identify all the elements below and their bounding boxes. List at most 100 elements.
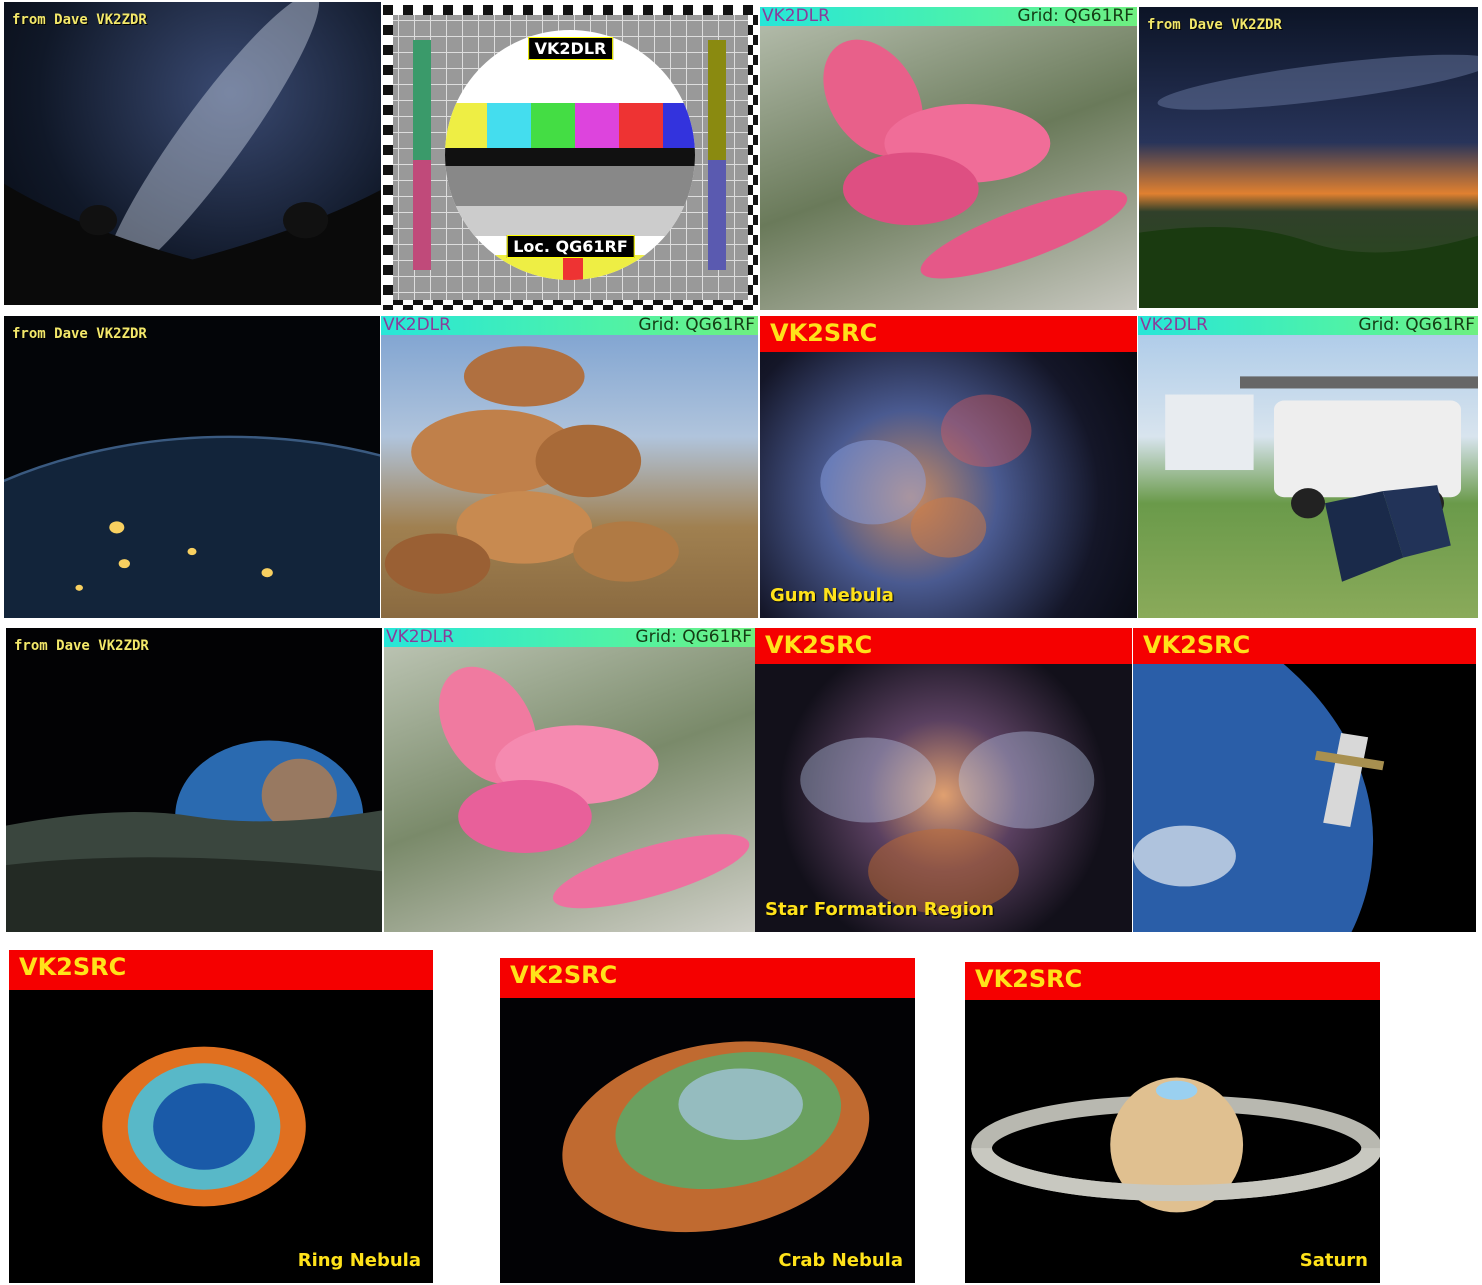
crab-nebula: VK2SRC Crab Nebula bbox=[500, 958, 915, 1283]
page: SSTV image gallery {"tiles": [ {"label":… bbox=[0, 0, 1482, 1285]
image-shape bbox=[843, 152, 979, 225]
image-shape bbox=[573, 521, 679, 581]
callsign: VK2DLR bbox=[386, 628, 454, 647]
field-station-art bbox=[1138, 316, 1478, 618]
grid: Grid: QG61RF bbox=[638, 316, 755, 335]
sender-label: from Dave VK2ZDR bbox=[12, 326, 147, 342]
header-bar: VK2DLR Grid: QG61RF bbox=[384, 628, 755, 647]
image-shape bbox=[487, 103, 531, 148]
image-shape bbox=[708, 40, 726, 160]
image-shape bbox=[911, 497, 986, 557]
header-bar: VK2SRC bbox=[1133, 628, 1476, 664]
image-shape bbox=[1274, 401, 1461, 498]
image-shape bbox=[283, 202, 328, 238]
flower: VK2DLR Grid: QG61RF bbox=[384, 628, 755, 932]
image-shape bbox=[79, 205, 117, 235]
image-shape bbox=[1133, 826, 1236, 887]
callsign: VK2SRC bbox=[510, 961, 617, 989]
image-shape bbox=[678, 1069, 803, 1141]
image-shape bbox=[385, 533, 491, 593]
caption: Gum Nebula bbox=[770, 585, 894, 606]
header-bar: VK2SRC bbox=[500, 958, 915, 998]
header-bar: VK2SRC bbox=[760, 316, 1137, 352]
image-shape bbox=[6, 857, 382, 932]
caption: Star Formation Region bbox=[765, 899, 994, 920]
caption: Crab Nebula bbox=[778, 1250, 903, 1271]
image-shape bbox=[413, 40, 431, 160]
callsign: VK2DLR bbox=[1140, 316, 1208, 335]
image-shape bbox=[262, 568, 273, 577]
callsign: VK2SRC bbox=[765, 631, 872, 659]
field-station: VK2DLR Grid: QG61RF bbox=[1138, 316, 1478, 618]
ring-nebula-art bbox=[9, 950, 433, 1283]
image-shape bbox=[800, 737, 936, 822]
flower: VK2DLR Grid: QG61RF bbox=[760, 7, 1137, 310]
image-shape bbox=[536, 425, 642, 497]
image-shape bbox=[75, 585, 83, 591]
image-shape bbox=[1139, 227, 1478, 308]
image-shape bbox=[458, 780, 592, 853]
rocks-art bbox=[381, 316, 758, 618]
landscape-art bbox=[1139, 7, 1478, 308]
image-shape bbox=[820, 440, 926, 525]
grid: Grid: QG61RF bbox=[1358, 316, 1475, 335]
image-shape bbox=[109, 521, 124, 533]
milky-way: from Dave VK2ZDR bbox=[4, 2, 381, 305]
callsign: VK2SRC bbox=[19, 953, 126, 981]
callsign: VK2SRC bbox=[975, 965, 1082, 993]
image-shape bbox=[1156, 1081, 1198, 1100]
image-shape bbox=[433, 148, 723, 166]
callsign: VK2SRC bbox=[1143, 631, 1250, 659]
sender-label: from Dave VK2ZDR bbox=[12, 12, 147, 28]
earthrise-art bbox=[6, 628, 382, 932]
callsign: VK2DLR bbox=[762, 7, 830, 26]
image-shape bbox=[153, 1083, 255, 1170]
image-shape bbox=[464, 346, 585, 406]
hubble-orbit: VK2SRC bbox=[1133, 628, 1476, 932]
header-bar: VK2DLR Grid: QG61RF bbox=[1138, 316, 1478, 335]
test-card-locator: Loc. QG61RF bbox=[506, 235, 635, 258]
earth-night-art bbox=[4, 316, 380, 618]
gallery: from Dave VK2ZDR VK2DLR Loc. QG61RF VK2D… bbox=[0, 0, 1482, 1285]
grid: Grid: QG61RF bbox=[1017, 7, 1134, 26]
image-shape bbox=[959, 731, 1095, 828]
caption: Saturn bbox=[1300, 1250, 1368, 1271]
header-bar: VK2SRC bbox=[9, 950, 433, 990]
earthrise: from Dave VK2ZDR bbox=[6, 628, 382, 932]
header-bar: VK2DLR Grid: QG61RF bbox=[760, 7, 1137, 26]
sender-label: from Dave VK2ZDR bbox=[1147, 17, 1282, 33]
saturn-art bbox=[965, 962, 1380, 1283]
flower-art bbox=[760, 7, 1137, 310]
milky-way-art bbox=[4, 2, 381, 305]
image-shape bbox=[531, 103, 575, 148]
image-shape bbox=[187, 548, 196, 555]
callsign: VK2DLR bbox=[383, 316, 451, 335]
image-shape bbox=[941, 395, 1031, 467]
image-shape bbox=[4, 437, 380, 618]
image-shape bbox=[413, 160, 431, 270]
image-shape bbox=[619, 103, 663, 148]
image-shape bbox=[575, 103, 619, 148]
image-shape bbox=[1291, 488, 1325, 518]
gum-nebula: VK2SRC Gum Nebula bbox=[760, 316, 1137, 618]
test-card-callsign: VK2DLR bbox=[528, 37, 614, 60]
rocks: VK2DLR Grid: QG61RF bbox=[381, 316, 758, 618]
image-shape bbox=[1165, 395, 1253, 471]
callsign: VK2SRC bbox=[770, 319, 877, 347]
image-shape bbox=[1155, 43, 1478, 121]
image-shape bbox=[1240, 376, 1478, 388]
test-card: VK2DLR Loc. QG61RF bbox=[383, 5, 758, 310]
image-shape bbox=[119, 559, 130, 568]
header-bar: VK2SRC bbox=[965, 962, 1380, 1000]
saturn: VK2SRC Saturn bbox=[965, 962, 1380, 1283]
image-shape bbox=[708, 160, 726, 270]
hubble-art bbox=[1133, 628, 1476, 932]
caption: Ring Nebula bbox=[298, 1250, 421, 1271]
earth-night: from Dave VK2ZDR bbox=[4, 316, 380, 618]
landscape: from Dave VK2ZDR bbox=[1139, 7, 1478, 308]
star-formation: VK2SRC Star Formation Region bbox=[755, 628, 1132, 932]
grid: Grid: QG61RF bbox=[635, 628, 752, 647]
crab-nebula-art bbox=[500, 958, 915, 1283]
ring-nebula: VK2SRC Ring Nebula bbox=[9, 950, 433, 1283]
header-bar: VK2SRC bbox=[755, 628, 1132, 664]
